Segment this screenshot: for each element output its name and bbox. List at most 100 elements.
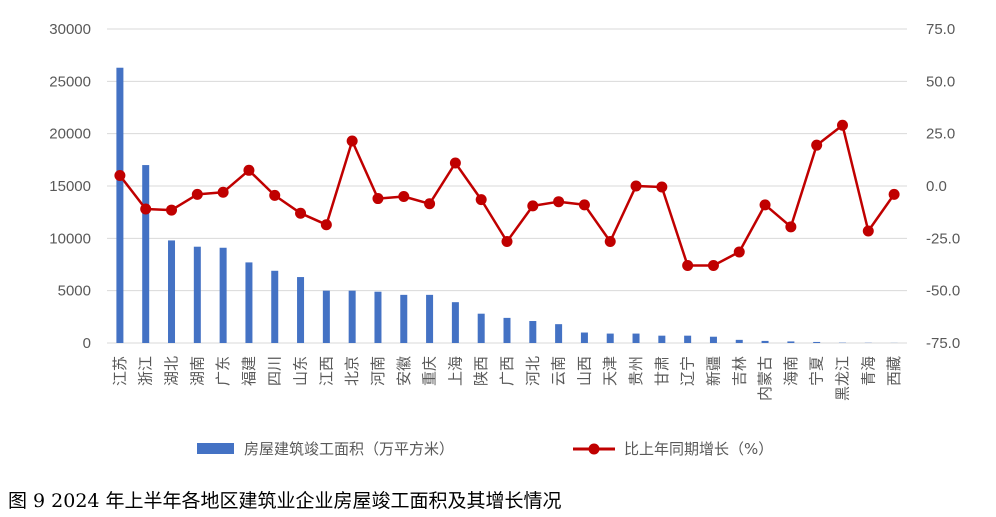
bar <box>168 240 176 343</box>
category-label: 云南 <box>550 356 568 386</box>
bar <box>658 335 666 343</box>
growth-point <box>553 196 565 208</box>
legend-line-marker <box>588 443 600 455</box>
bar <box>451 302 459 343</box>
bar <box>761 340 769 343</box>
growth-point <box>682 260 694 272</box>
left-axis-ticks: 0 5000 10000 15000 20000 25000 30000 <box>49 21 91 352</box>
growth-point <box>707 260 719 272</box>
category-label: 广西 <box>498 356 516 386</box>
category-label: 山东 <box>292 356 310 386</box>
bar <box>219 247 227 343</box>
bar <box>684 335 692 343</box>
right-axis-tick: -50.0 <box>926 283 960 300</box>
left-axis-tick: 5000 <box>58 283 91 300</box>
category-label: 湖北 <box>163 356 181 386</box>
right-axis-tick: -75.0 <box>926 335 960 352</box>
growth-point <box>862 225 874 237</box>
growth-point <box>320 219 332 231</box>
right-axis-tick: 50.0 <box>926 73 955 90</box>
category-label: 北京 <box>343 356 361 386</box>
growth-point <box>836 119 848 131</box>
growth-point <box>630 180 642 192</box>
category-label: 四川 <box>266 356 284 386</box>
growth-point <box>604 235 616 247</box>
chart: 0 5000 10000 15000 20000 25000 30000 -75.0 -50.… <box>49 21 960 458</box>
left-axis-tick: 10000 <box>49 230 91 247</box>
left-axis-tick: 0 <box>83 335 91 352</box>
category-label: 山西 <box>575 356 593 386</box>
bar <box>245 262 253 343</box>
growth-point <box>527 200 539 212</box>
growth-point <box>656 181 668 193</box>
growth-point <box>733 246 745 258</box>
bar <box>374 291 382 343</box>
category-label: 重庆 <box>421 356 439 386</box>
growth-point <box>578 199 590 211</box>
growth-point <box>398 190 410 202</box>
growth-point <box>785 221 797 233</box>
category-label: 河南 <box>369 356 387 386</box>
growth-point <box>269 189 281 201</box>
bar <box>426 294 434 343</box>
growth-point <box>217 186 229 198</box>
bar <box>709 336 717 343</box>
legend-bar-swatch <box>197 443 234 454</box>
category-label: 海南 <box>782 356 800 386</box>
bar <box>529 321 537 343</box>
bar <box>142 165 150 343</box>
right-axis-tick: 0.0 <box>926 178 947 195</box>
bar <box>116 67 124 343</box>
category-label: 内蒙古 <box>756 356 774 401</box>
growth-point <box>759 199 771 211</box>
bar <box>477 313 485 343</box>
legend-bar-label: 房屋建筑竣工面积（万平方米） <box>244 440 454 458</box>
category-label: 青海 <box>859 356 877 386</box>
category-label: 宁夏 <box>808 356 826 386</box>
bar <box>348 290 356 343</box>
bar <box>632 333 640 343</box>
gridlines <box>107 28 907 344</box>
bar <box>606 333 614 343</box>
growth-point <box>140 203 152 215</box>
bar-series <box>116 67 898 343</box>
growth-point <box>166 204 178 216</box>
right-axis-ticks: -75.0 -50.0 -25.0 0.0 25.0 50.0 75.0 <box>926 21 960 352</box>
category-label: 辽宁 <box>679 356 697 386</box>
category-label: 安徽 <box>395 356 413 386</box>
category-label: 陕西 <box>472 356 490 386</box>
left-axis-tick: 30000 <box>49 21 91 38</box>
bar <box>400 294 408 343</box>
category-label: 江苏 <box>111 356 129 386</box>
legend: 房屋建筑竣工面积（万平方米） 比上年同期增长（%） <box>197 440 773 458</box>
category-label: 广东 <box>214 356 232 386</box>
growth-point <box>449 157 461 169</box>
bar <box>322 290 330 343</box>
figure-caption: 图 9 2024 年上半年各地区建筑业企业房屋竣工面积及其增长情况 <box>8 490 562 512</box>
legend-line-label: 比上年同期增长（%） <box>624 440 773 458</box>
growth-point <box>811 139 823 151</box>
category-label: 湖南 <box>188 356 206 386</box>
growth-point <box>501 235 513 247</box>
category-label: 新疆 <box>705 356 723 386</box>
growth-point <box>295 207 307 219</box>
category-label: 河北 <box>524 356 542 386</box>
bar <box>271 270 279 343</box>
growth-point <box>475 194 487 206</box>
category-label: 贵州 <box>627 356 645 386</box>
line-series <box>114 119 900 272</box>
bar <box>555 324 563 343</box>
category-label: 福建 <box>240 356 258 386</box>
category-label: 江西 <box>317 356 335 386</box>
growth-point <box>424 198 436 210</box>
left-axis-tick: 25000 <box>49 73 91 90</box>
bar <box>297 277 305 343</box>
bar <box>580 332 588 343</box>
bar <box>735 339 743 343</box>
growth-point <box>114 170 126 182</box>
category-label: 浙江 <box>137 356 155 386</box>
growth-point <box>243 164 255 176</box>
bar <box>193 246 201 343</box>
right-axis-tick: -25.0 <box>926 230 960 247</box>
category-label: 天津 <box>601 356 619 386</box>
